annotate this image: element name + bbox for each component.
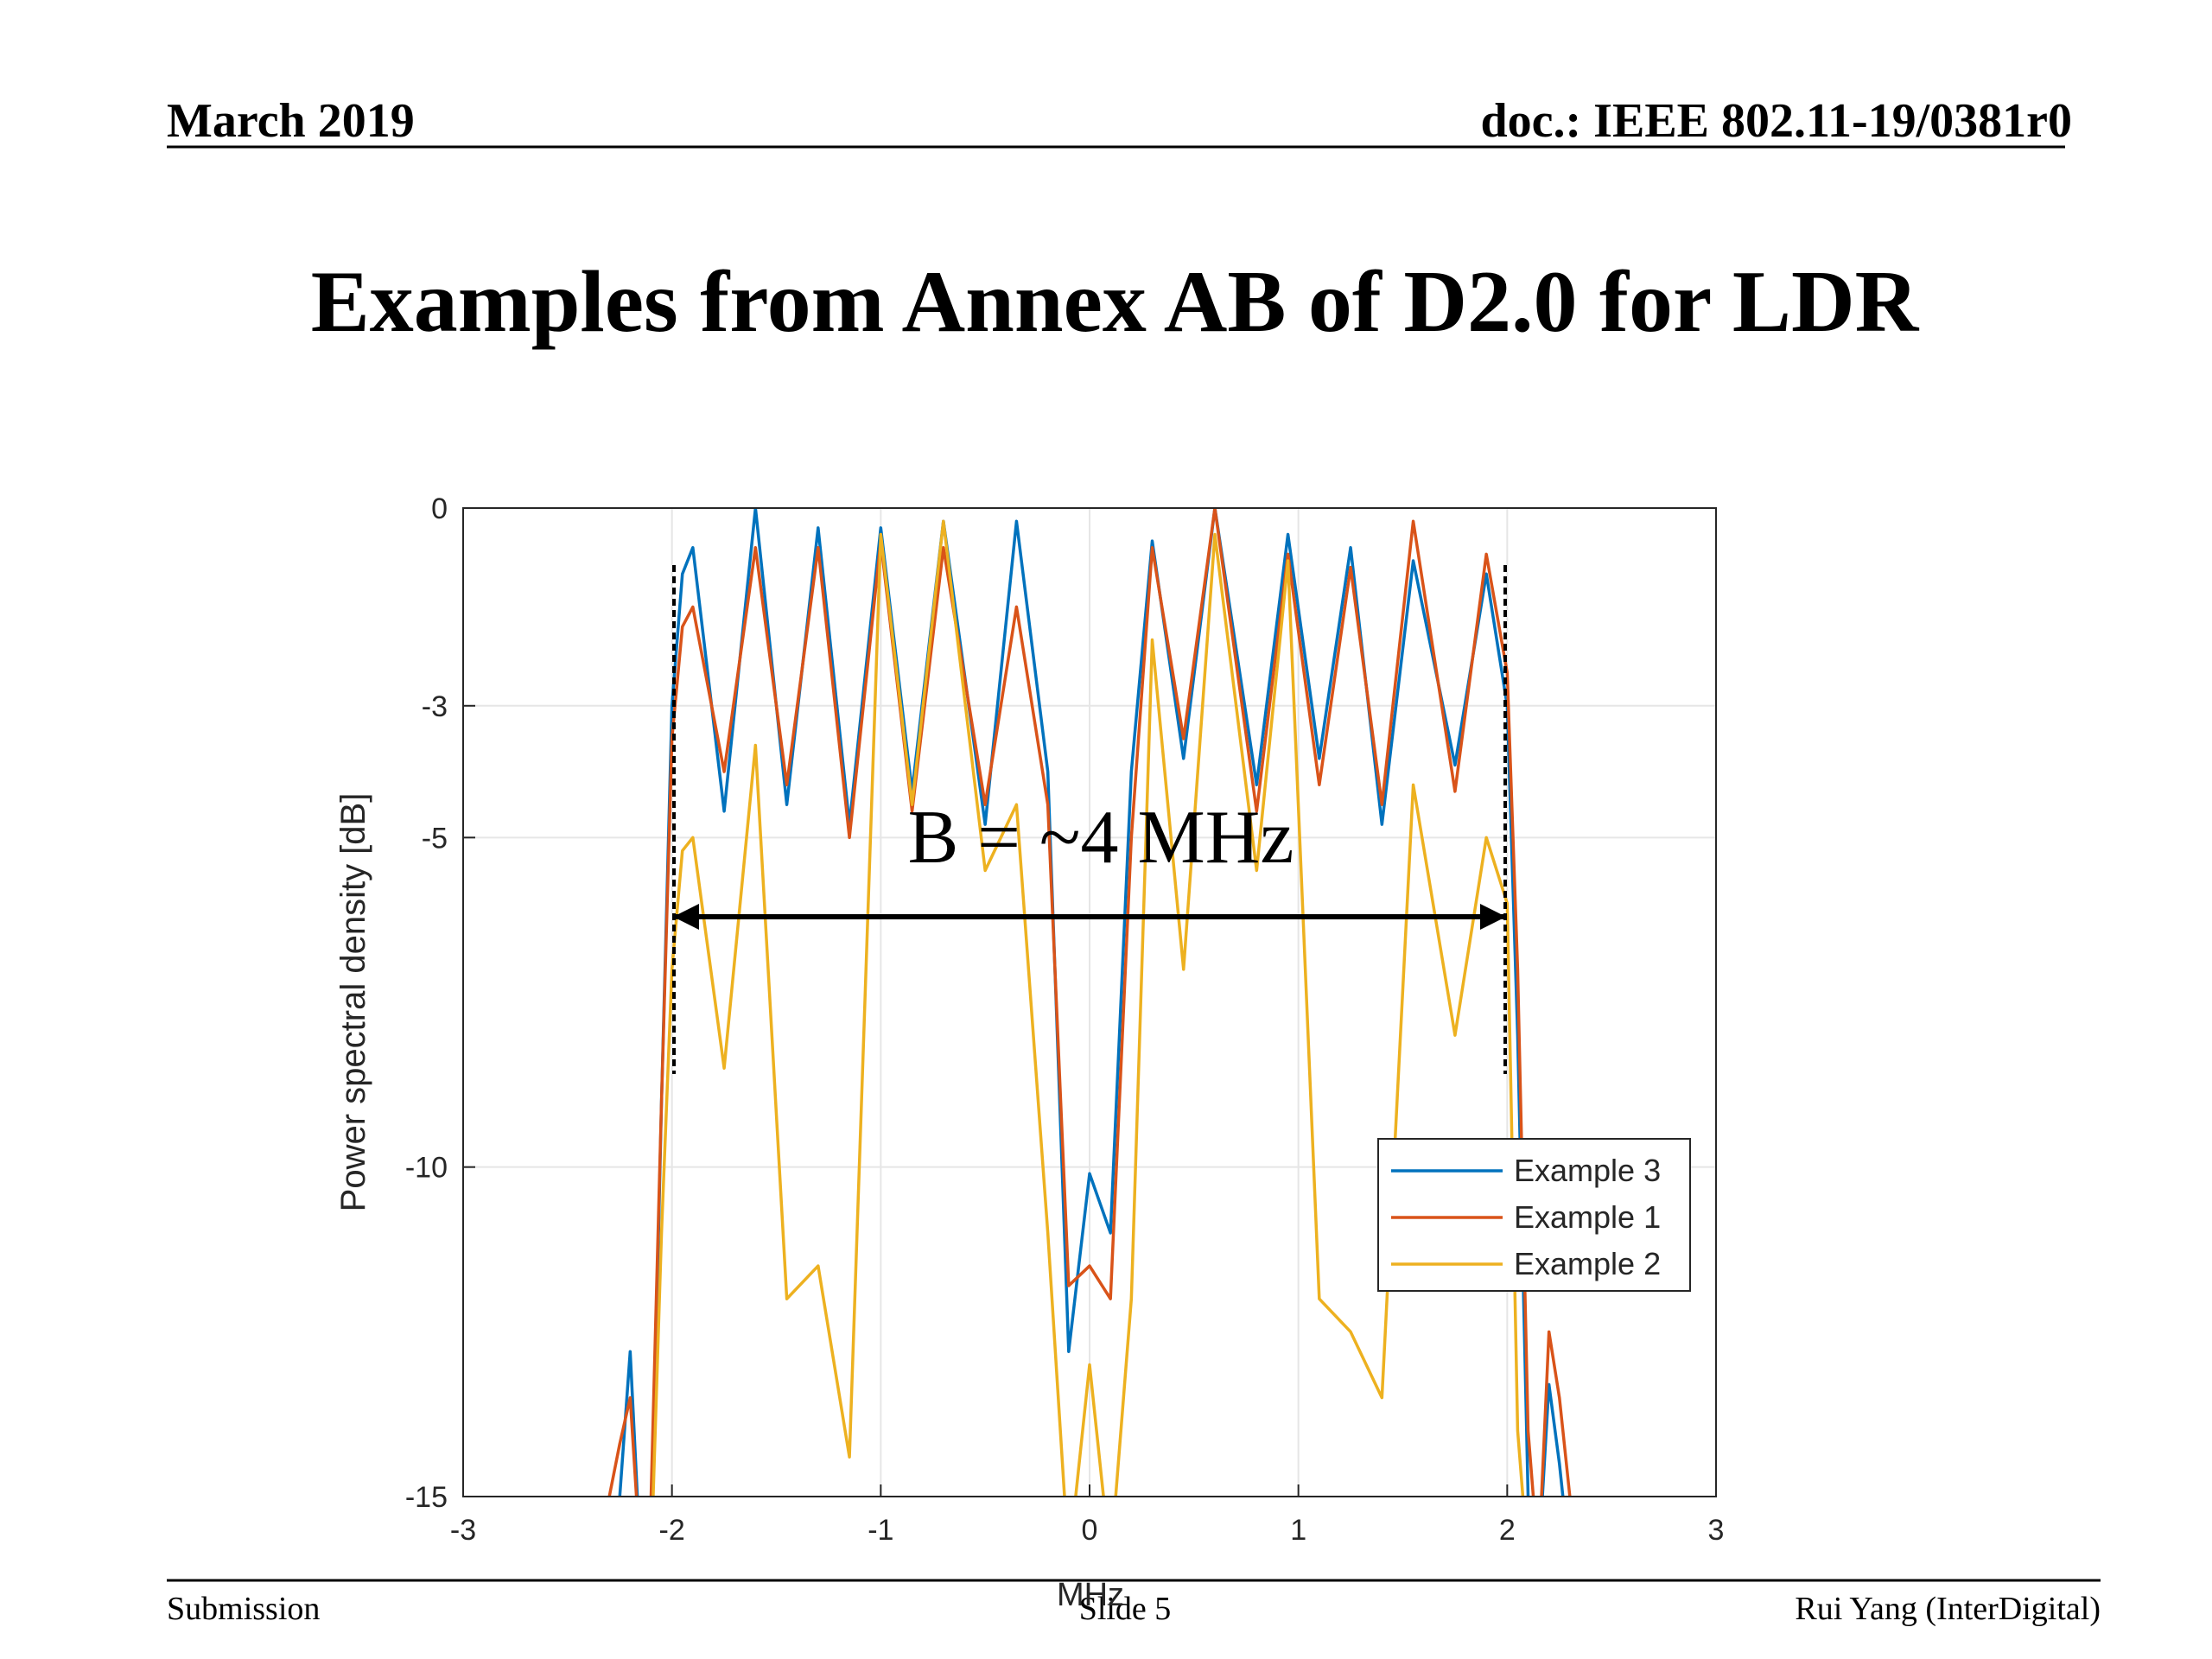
footer-right: Rui Yang (InterDigital) [1795, 1591, 2101, 1627]
x-axis-label: MHz [1057, 1577, 1124, 1613]
annotation: B = ~4 MHz [908, 796, 1294, 880]
footer-center: Slide 5 [1079, 1591, 1172, 1627]
y-tick-label: -3 [422, 690, 448, 723]
legend-label: Example 1 [1514, 1199, 1661, 1235]
y-tick-label: -5 [422, 822, 448, 855]
x-tick-label: 3 [1708, 1514, 1725, 1547]
footer-left: Submission [167, 1591, 320, 1627]
y-tick-label: -15 [405, 1481, 448, 1514]
x-tick-label: 1 [1290, 1514, 1306, 1547]
x-tick-label: 0 [1082, 1514, 1098, 1547]
header-doc: doc.: IEEE 802.11-19/0381r0 [1481, 94, 2072, 148]
series-line [618, 508, 1565, 1497]
y-axis-label: Power spectral density [dB] [334, 793, 372, 1212]
x-tick-label: -1 [868, 1514, 893, 1547]
x-tick-label: 2 [1499, 1514, 1516, 1547]
x-tick-label: -3 [450, 1514, 476, 1547]
legend-label: Example 2 [1514, 1246, 1661, 1281]
legend-label: Example 3 [1514, 1153, 1661, 1188]
series-line [607, 508, 1572, 1497]
series-line [652, 519, 1525, 1497]
slide-title: Examples from Annex AB of D2.0 for LDR [311, 253, 1920, 351]
y-tick-label: -10 [405, 1152, 448, 1185]
x-tick-label: -2 [659, 1514, 685, 1547]
plot-frame [462, 507, 1717, 1497]
y-tick-label: 0 [431, 493, 448, 525]
header-date: March 2019 [167, 94, 415, 148]
